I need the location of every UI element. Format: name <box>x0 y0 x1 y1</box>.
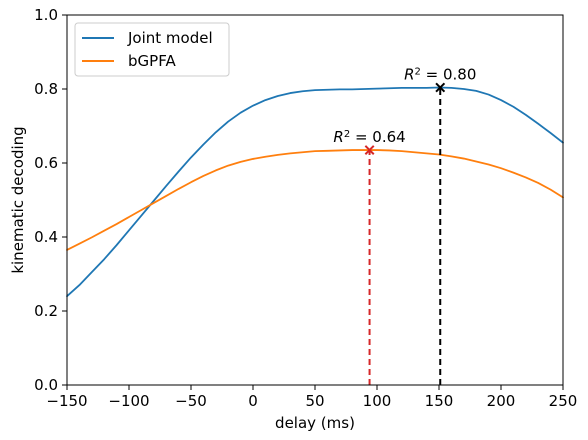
plot-area <box>67 15 563 385</box>
x-tick-label: 50 <box>305 392 324 410</box>
x-tick-label: −50 <box>175 392 207 410</box>
annotation-marker-0 <box>435 82 446 93</box>
y-tick-label: 0.0 <box>34 376 58 394</box>
y-tick-label: 0.8 <box>34 80 58 98</box>
y-tick-group: 0.0 0.2 0.4 0.6 0.8 1.0 <box>34 6 67 394</box>
series-group <box>66 86 564 298</box>
y-tick-label: 0.4 <box>34 228 58 246</box>
y-axis-label: kinematic decoding <box>9 126 27 273</box>
legend-label-bgpfa: bGPFA <box>128 52 176 70</box>
y-tick-label: 0.2 <box>34 302 58 320</box>
y-tick-label: 0.6 <box>34 154 58 172</box>
x-tick-label: 0 <box>248 392 258 410</box>
x-tick-label: 250 <box>549 392 578 410</box>
x-tick-label: −100 <box>108 392 149 410</box>
legend: Joint model bGPFA <box>74 22 230 77</box>
legend-label-joint-model: Joint model <box>127 29 213 47</box>
x-tick-label: 200 <box>487 392 516 410</box>
series-line-bgpfa <box>66 149 564 251</box>
plot-frame <box>66 14 564 386</box>
x-axis-label: delay (ms) <box>275 414 355 432</box>
annotation-group: R2 = 0.80 R2 = 0.64 <box>333 66 476 385</box>
x-tick-label: 100 <box>363 392 392 410</box>
annotation-label-1: R2 = 0.64 <box>333 128 405 146</box>
legend-frame <box>74 22 230 77</box>
x-tick-label: 150 <box>425 392 454 410</box>
x-tick-group: −150 −100 −50 0 50 100 150 200 250 <box>46 385 577 410</box>
x-tick-label: −150 <box>46 392 87 410</box>
annotation-label-0: R2 = 0.80 <box>404 66 476 84</box>
y-tick-label: 1.0 <box>34 6 58 24</box>
annotation-marker-1 <box>364 145 375 155</box>
